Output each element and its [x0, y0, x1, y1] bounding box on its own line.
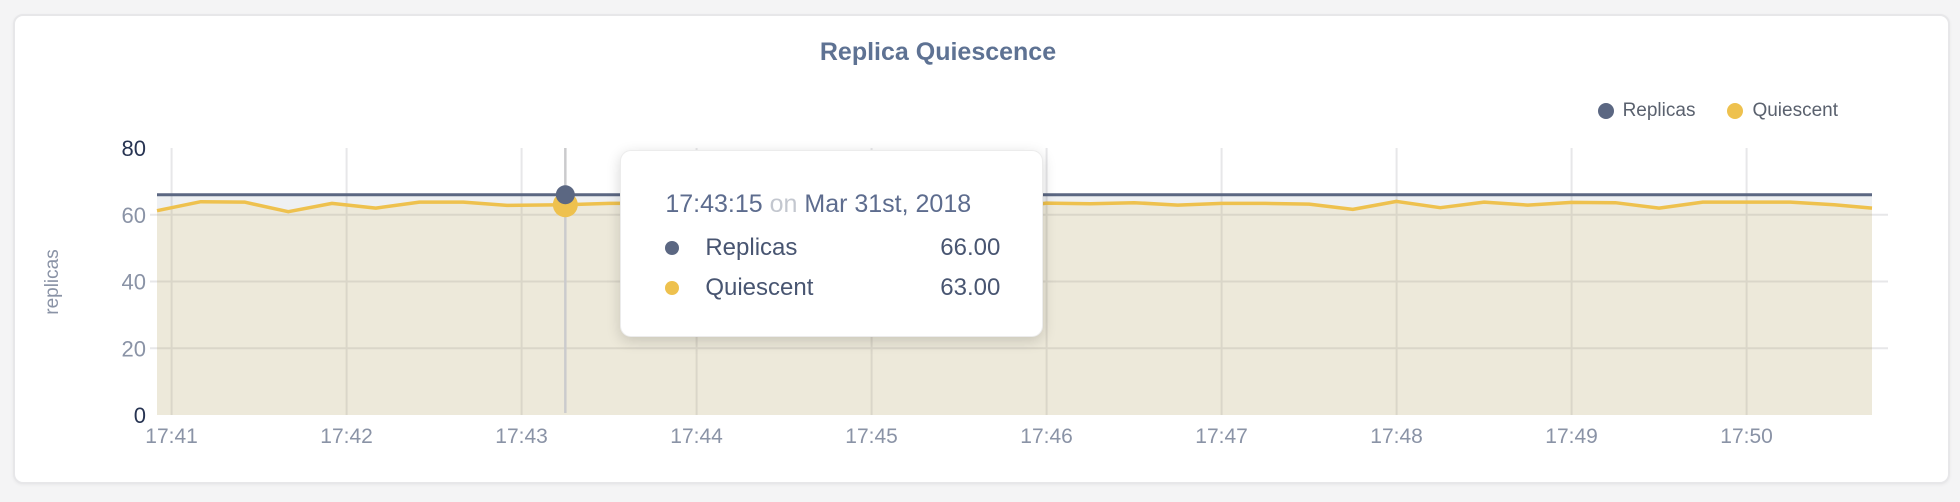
hover-tooltip: 17:43:15 on Mar 31st, 2018 Replicas 66.0… — [620, 150, 1044, 337]
x-axis-tick-label: 17:44 — [670, 425, 723, 448]
legend: Replicas Quiescent — [1597, 100, 1838, 122]
x-axis-tick-label: 17:42 — [320, 425, 373, 448]
legend-label: Quiescent — [1752, 100, 1838, 121]
tooltip-series-value: 66.00 — [940, 234, 1001, 261]
y-axis-tick-label: 40 — [122, 270, 146, 295]
legend-label: Replicas — [1622, 100, 1696, 121]
replicas-series-dot-icon — [1597, 103, 1614, 119]
y-axis-tick-label: 80 — [122, 136, 146, 161]
chart-title: Replica Quiescence — [819, 38, 1057, 66]
y-axis-tick-label: 20 — [122, 336, 146, 361]
quiescent-series-dot-icon — [1727, 103, 1744, 119]
tooltip-row-quiescent: Quiescent 63.00 — [665, 273, 1000, 303]
x-axis-tick-label: 17:48 — [1370, 425, 1423, 448]
x-axis-tick-label: 17:50 — [1720, 425, 1773, 448]
tooltip-row-replicas: Replicas 66.00 — [665, 233, 1000, 263]
x-axis-tick-label: 17:41 — [145, 425, 198, 448]
replicas-series-dot-icon — [665, 241, 680, 255]
x-axis-tick-label: 17:47 — [1195, 425, 1248, 448]
tooltip-time: 17:43:15 — [665, 190, 763, 218]
tooltip-series-value: 63.00 — [940, 274, 1001, 301]
x-axis-tick-label: 17:49 — [1545, 425, 1598, 448]
tooltip-date: Mar 31st, 2018 — [804, 190, 972, 218]
y-axis-tick-label: 60 — [122, 203, 146, 228]
x-axis-tick-label: 17:45 — [845, 425, 898, 448]
x-axis-tick-label: 17:43 — [495, 425, 548, 448]
legend-item-quiescent[interactable]: Quiescent — [1727, 100, 1838, 122]
y-axis-title: replicas — [42, 249, 63, 314]
legend-item-replicas[interactable]: Replicas — [1597, 100, 1696, 122]
quiescent-series-dot-icon — [665, 281, 680, 295]
tooltip-series-label: Replicas — [705, 234, 798, 261]
tooltip-timestamp: 17:43:15 on Mar 31st, 2018 — [665, 189, 1000, 219]
y-axis-tick-label: 0 — [134, 403, 146, 428]
x-axis-tick-label: 17:46 — [1020, 425, 1073, 448]
replicas-hover-marker — [555, 185, 575, 205]
tooltip-preposition: on — [769, 190, 798, 218]
tooltip-series-label: Quiescent — [705, 274, 814, 301]
